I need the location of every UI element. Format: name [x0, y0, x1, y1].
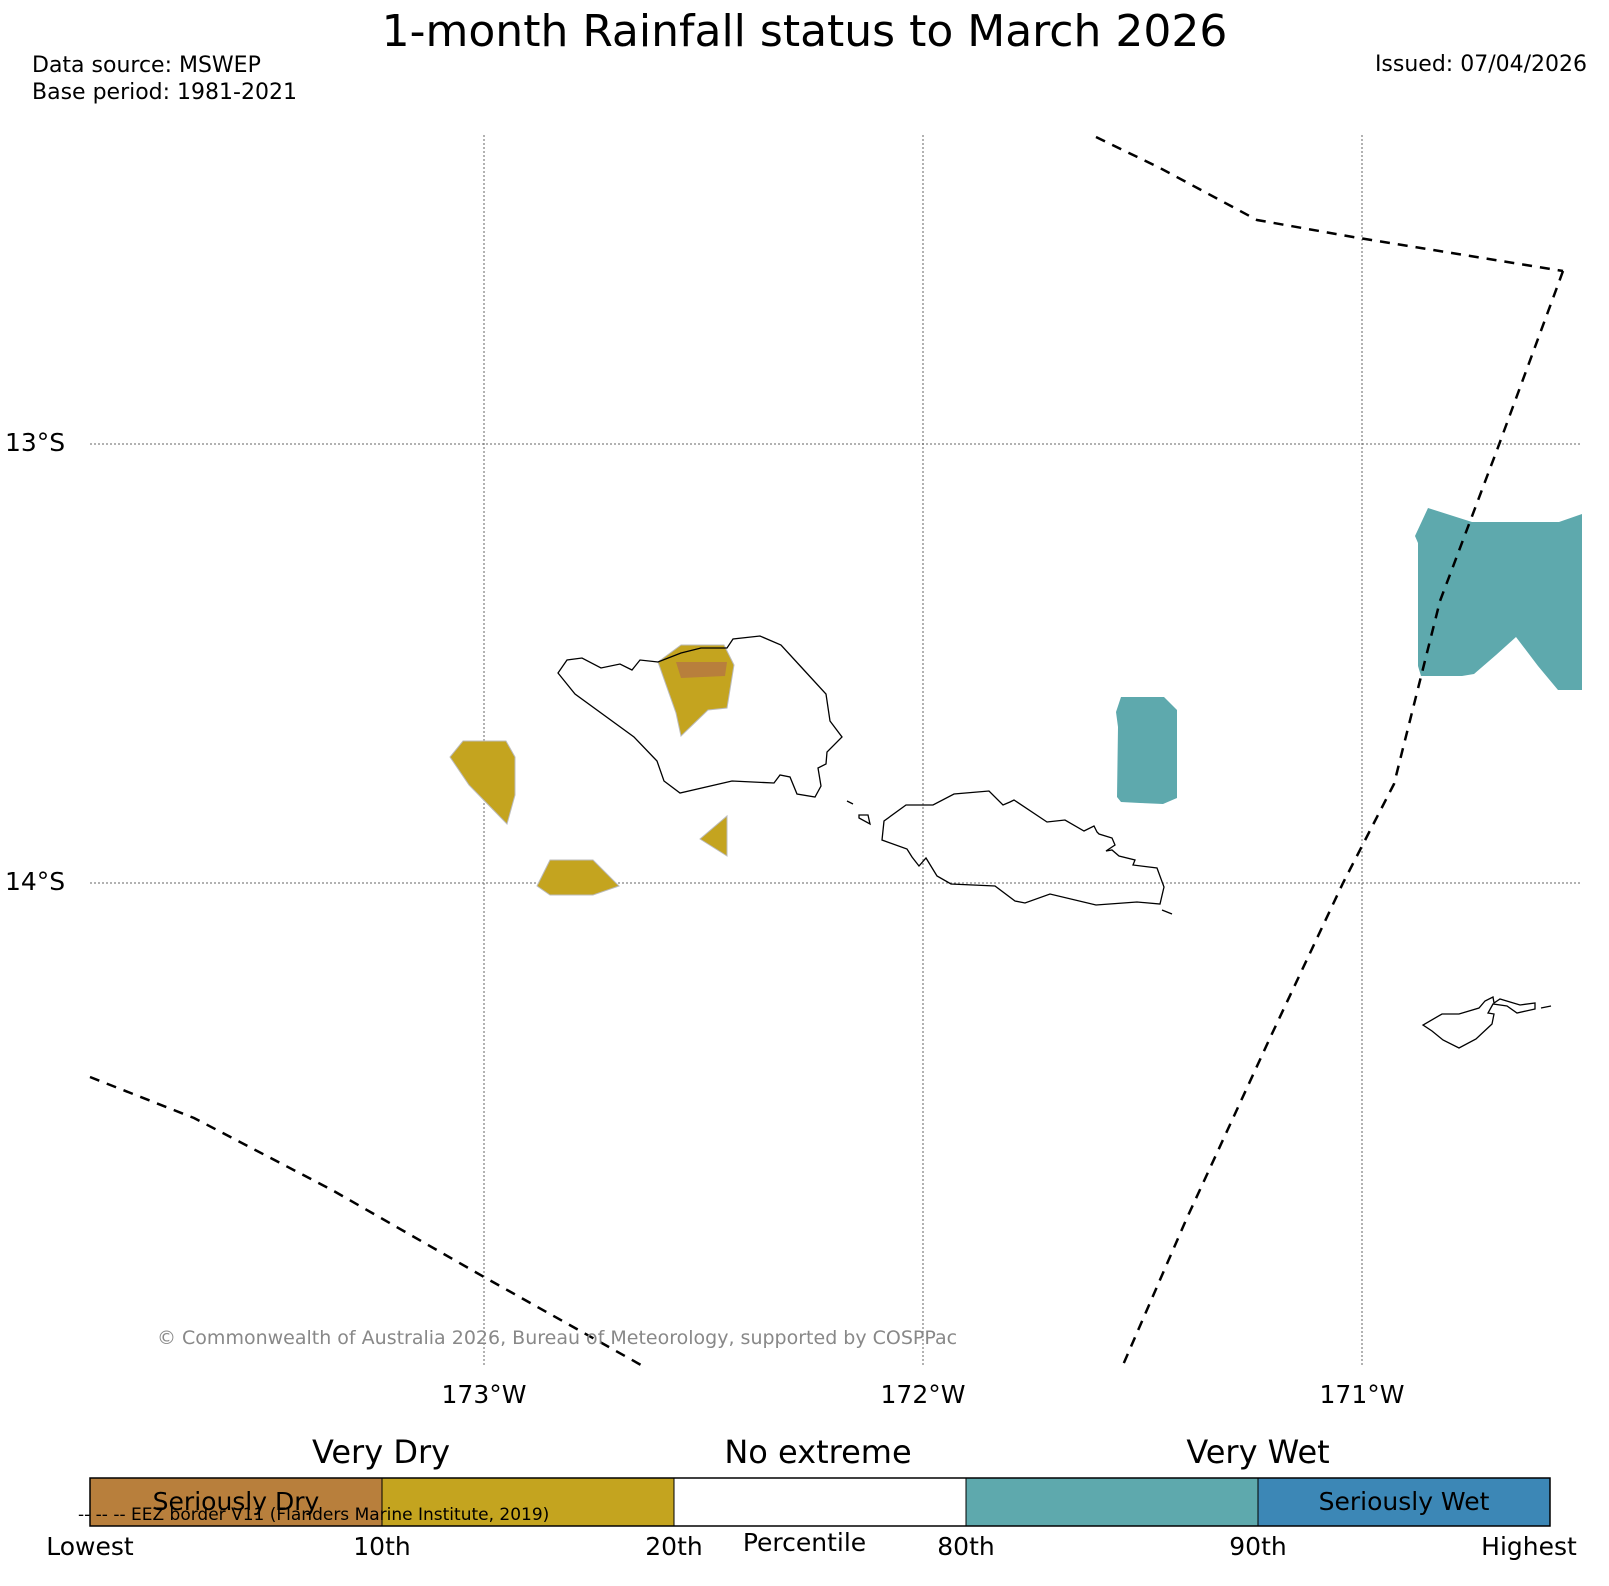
savaii-island: [557, 635, 843, 798]
legend-swatch-very-dry: [382, 1478, 674, 1526]
legend-label-seriously-wet: Seriously Wet: [1318, 1487, 1490, 1516]
lon-label-172w: 172°W: [880, 1380, 966, 1409]
base-period-text: Base period: 1981-2021: [32, 80, 297, 105]
lon-label-171w: 171°W: [1319, 1380, 1405, 1409]
issued-date: Issued: 07/04/2026: [1374, 52, 1587, 77]
legend-label-seriously-dry: Seriously Dry: [152, 1487, 320, 1516]
source-info: Data source: MSWEP Base period: 1981-202…: [32, 52, 297, 106]
lat-label-14s: 14°S: [5, 867, 66, 896]
legend-tick-80th: 80th: [937, 1532, 995, 1561]
tutuila-east-point: [1540, 1005, 1552, 1009]
coastlines: [557, 635, 1552, 1049]
very-dry-area-south: [699, 814, 728, 857]
legend-tick-20th: 20th: [645, 1532, 703, 1561]
eez-border-east: [1121, 270, 1565, 1366]
copyright-text: © Commonwealth of Australia 2026, Bureau…: [157, 1327, 958, 1349]
legend-category-no-extreme: No extreme: [724, 1433, 912, 1471]
upolu-island: [881, 790, 1165, 906]
legend-category-very-dry: Very Dry: [311, 1433, 451, 1471]
lon-label-173w: 173°W: [441, 1380, 527, 1409]
very-wet-areas: [1116, 508, 1582, 804]
eez-border-southwest: [89, 1075, 642, 1367]
legend-frame: [89, 1477, 1551, 1527]
legend-swatch-no-extreme: [674, 1478, 966, 1526]
map-title: 1-month Rainfall status to March 2026: [381, 6, 1228, 57]
eez-borders: [89, 135, 1565, 1367]
lat-label-13s: 13°S: [5, 428, 66, 457]
legend-swatch-seriously-dry: [90, 1478, 382, 1526]
legend-tick-lowest: Lowest: [46, 1532, 134, 1561]
seriously-dry-area: [676, 662, 727, 678]
data-source-text: Data source: MSWEP: [32, 53, 261, 78]
eez-border-north: [1095, 135, 1564, 273]
very-dry-area-southwest: [536, 859, 620, 896]
legend-category-very-wet: Very Wet: [1186, 1433, 1330, 1471]
legend-tick-90th: 90th: [1229, 1532, 1287, 1561]
gridlines: [90, 135, 1580, 1365]
legend-swatch-seriously-wet: [1258, 1478, 1550, 1526]
upolu-west-tip: [846, 800, 854, 805]
legend-tick-highest: Highest: [1481, 1532, 1577, 1561]
very-wet-area-central: [1116, 697, 1177, 804]
percentile-axis-label: Percentile: [742, 1528, 867, 1557]
legend-swatch-very-wet: [966, 1478, 1258, 1526]
upolu-east-point: [1161, 909, 1173, 915]
eez-border-note: -- -- -- EEZ border V11 (Flanders Marine…: [78, 1505, 550, 1525]
very-dry-area-west: [449, 740, 516, 825]
very-wet-area-east: [1415, 508, 1582, 690]
legend-tick-10th: 10th: [353, 1532, 411, 1561]
manono-apolima-islet: [858, 814, 871, 826]
tutuila-island: [1421, 996, 1536, 1049]
